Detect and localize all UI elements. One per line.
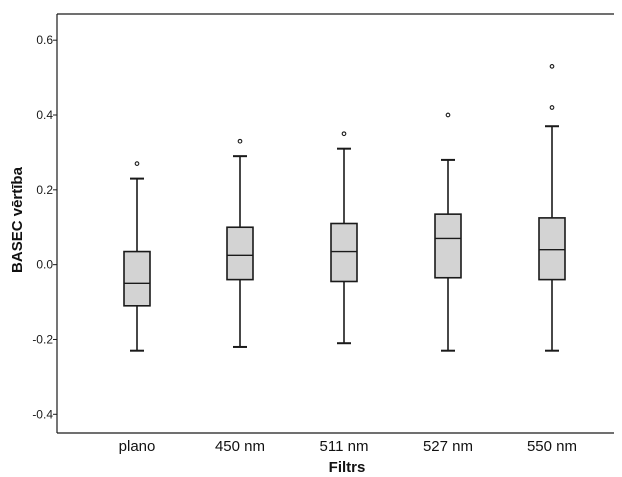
y-tick-label: -0.4 [32,407,53,421]
x-tick-label: 527 nm [423,438,473,455]
box-511-nm [330,131,358,345]
box-550-nm [538,64,566,352]
y-tick-label: 0.4 [36,108,53,122]
outlier-point [237,138,243,144]
outlier-point [549,105,555,110]
y-axis-ticks: -0.4 -0.2 0.0 0.2 0.4 0.6 [32,33,57,421]
iqr-box [434,213,462,279]
iqr-box [226,226,254,281]
y-axis-title: BASEC vērtība [9,166,26,273]
iqr-box [123,250,151,307]
outlier-point [134,161,140,166]
y-tick-label: 0.0 [36,258,53,272]
box-527-nm [434,112,462,352]
box-450-nm [226,138,254,348]
x-tick-label: 450 nm [215,438,265,455]
y-tick-label: 0.6 [36,33,53,47]
outlier-point [341,131,347,137]
x-tick-label: 511 nm [320,438,369,455]
box-series [123,64,566,352]
outlier-point [445,112,451,118]
x-axis-tick-labels: plano 450 nm 511 nm 527 nm 550 nm [119,438,577,455]
outlier-point [549,64,555,69]
y-tick-label: 0.2 [36,183,53,197]
x-axis-title: Filtrs [329,459,366,476]
box-plano [123,161,151,352]
iqr-box [330,222,358,283]
y-tick-label: -0.2 [32,332,53,346]
iqr-box [538,217,566,281]
x-tick-label: plano [119,438,156,455]
x-tick-label: 550 nm [527,438,577,455]
plot-frame [56,13,614,434]
